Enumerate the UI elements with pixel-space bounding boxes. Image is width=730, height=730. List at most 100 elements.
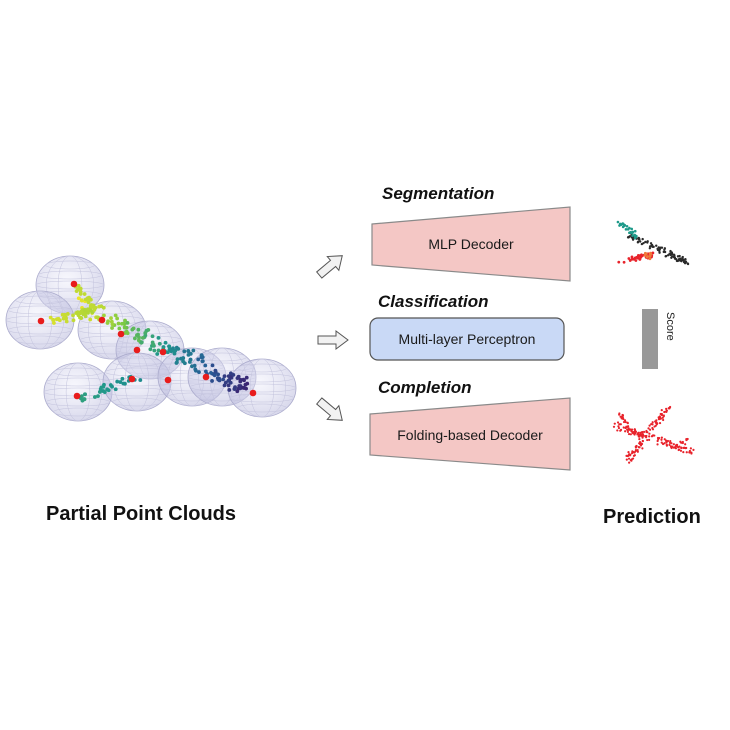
completion-point	[680, 446, 683, 450]
seg-point	[628, 259, 632, 262]
cloud-point	[175, 360, 179, 365]
cloud-point	[86, 300, 91, 305]
seg-point	[631, 237, 635, 240]
completion-point	[633, 454, 636, 457]
completion-point	[621, 413, 624, 417]
cloud-point	[88, 304, 93, 309]
cloud-point	[188, 351, 193, 356]
cloud-point	[139, 340, 144, 345]
completion-point	[654, 424, 657, 427]
completion-point	[646, 438, 649, 442]
completion-point	[645, 434, 648, 438]
cloud-point	[78, 290, 83, 294]
cloud-point	[115, 316, 120, 321]
seg-point	[622, 260, 626, 264]
completion-point	[630, 459, 633, 462]
seg-point	[669, 249, 672, 253]
completion-point	[683, 446, 686, 449]
completion-point	[658, 421, 662, 425]
segmentation-title: Segmentation	[382, 184, 495, 203]
seg-point	[672, 253, 676, 256]
seg-point	[618, 222, 622, 226]
cloud-point	[56, 316, 61, 321]
completion-point	[669, 440, 672, 443]
completion-point	[627, 451, 630, 454]
completion-point	[684, 443, 687, 446]
cloud-point	[97, 390, 102, 394]
seg-point	[621, 222, 625, 226]
completion-point	[657, 418, 661, 421]
seg-point	[663, 247, 667, 250]
cloud-point	[115, 379, 120, 384]
completion-point	[659, 417, 662, 420]
cloud-point	[167, 344, 172, 349]
completion-point	[640, 431, 643, 434]
completion-point	[648, 435, 651, 438]
completion-point	[616, 421, 620, 424]
cloud-point	[65, 312, 70, 316]
completion-point	[648, 438, 651, 441]
seg-point	[650, 244, 653, 247]
completion-point	[627, 432, 631, 436]
cloud-point	[51, 318, 55, 322]
completion-point	[651, 421, 654, 424]
cloud-point	[64, 319, 69, 324]
cloud-point	[74, 289, 79, 293]
cloud-point	[203, 363, 208, 368]
seg-point	[648, 257, 652, 261]
seg-point	[670, 253, 674, 256]
folding-decoder-block	[369, 397, 571, 471]
cloud-point	[105, 321, 110, 325]
cloud-point	[123, 318, 127, 323]
seg-point	[643, 253, 647, 257]
cloud-point	[213, 368, 218, 373]
cloud-point	[191, 348, 196, 353]
cloud-point	[76, 283, 81, 288]
cloud-point	[245, 381, 250, 386]
cloud-point	[221, 377, 226, 382]
cloud-point	[113, 387, 118, 392]
completion-point	[634, 430, 637, 433]
cloud-point	[210, 379, 214, 383]
score-bar	[642, 309, 658, 369]
cloud-point	[136, 332, 140, 337]
seg-point	[682, 259, 685, 262]
cloud-point	[85, 296, 90, 301]
patch-center-point	[202, 373, 210, 381]
completion-point	[622, 418, 625, 421]
cloud-point	[83, 392, 87, 397]
completion-point	[660, 436, 663, 439]
cloud-point	[150, 334, 155, 339]
completion-point	[629, 433, 632, 436]
completion-point	[660, 438, 663, 441]
cloud-point	[244, 386, 248, 391]
completion-point	[618, 423, 621, 426]
cloud-point	[86, 311, 90, 315]
completion-point	[660, 441, 663, 444]
cloud-point	[79, 316, 84, 320]
completion-point	[619, 429, 622, 432]
completion-point	[685, 438, 688, 442]
completion-point	[680, 441, 683, 444]
cloud-point	[244, 375, 249, 380]
cloud-point	[82, 307, 87, 312]
completion-point	[636, 448, 639, 452]
seg-point	[634, 235, 638, 239]
completion-point	[627, 425, 630, 428]
cloud-point	[156, 335, 161, 340]
cloud-point	[71, 318, 76, 323]
cloud-point	[143, 331, 148, 335]
cloud-point	[136, 338, 141, 343]
cloud-point	[120, 321, 124, 326]
classification-title: Classification	[378, 292, 489, 311]
cloud-point	[102, 390, 107, 394]
seg-point	[674, 257, 678, 261]
completion-point	[648, 432, 651, 435]
cloud-point	[82, 292, 87, 296]
completion-point	[641, 439, 644, 443]
completion-point	[632, 430, 635, 434]
cloud-point	[209, 371, 213, 375]
cloud-point	[71, 313, 75, 318]
seg-point	[628, 235, 632, 238]
